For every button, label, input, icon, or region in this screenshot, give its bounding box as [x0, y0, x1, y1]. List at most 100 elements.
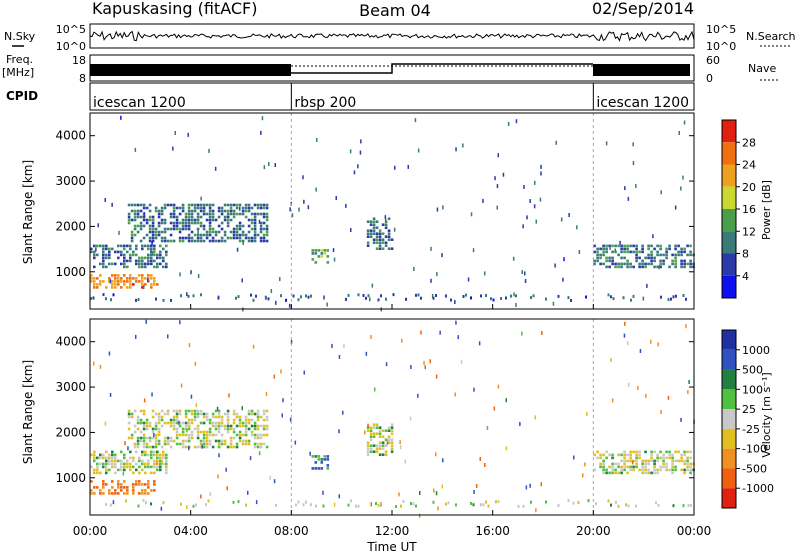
echo-cell: [265, 409, 269, 413]
echo-cell: [142, 427, 146, 431]
echo-cell: [123, 468, 126, 472]
y-tick-label: 2000: [55, 219, 86, 233]
echo-cell: [375, 238, 379, 241]
echo-cell: [226, 236, 230, 240]
echo-cell: [142, 445, 146, 449]
echo-speck: [350, 499, 352, 503]
echo-cell: [620, 471, 623, 475]
echo-speck: [414, 118, 417, 123]
echo-cell: [132, 483, 135, 486]
echo-cell: [238, 421, 242, 425]
echo-cell: [620, 244, 623, 248]
echo-cell: [232, 236, 236, 240]
echo-speck: [263, 165, 266, 170]
echo-cell: [153, 459, 156, 463]
echo-cell: [256, 436, 260, 440]
echo-cell: [126, 280, 129, 283]
echo-cell: [593, 453, 596, 457]
echo-cell: [184, 433, 188, 437]
echo-cell: [686, 468, 689, 472]
echo-speck: [568, 213, 570, 217]
echo-cell: [150, 283, 153, 286]
y-tick-label: 1000: [55, 471, 86, 485]
echo-speck: [347, 293, 350, 297]
echo-cell: [193, 445, 197, 449]
echo-cell: [599, 247, 602, 251]
echo-cell: [123, 256, 126, 260]
echo-cell: [217, 442, 221, 446]
echo-cell: [608, 453, 611, 457]
echo-speck: [209, 492, 211, 496]
echo-cell: [111, 459, 114, 463]
echo-speck: [192, 294, 195, 298]
echo-cell: [605, 256, 608, 260]
echo-cell: [647, 256, 650, 260]
echo-cell: [217, 206, 221, 210]
echo-cell: [190, 409, 194, 413]
echo-cell: [256, 412, 260, 416]
echo-cell: [145, 221, 149, 225]
echo-cell: [623, 450, 626, 454]
echo-speck: [97, 223, 99, 228]
echo-cell: [102, 265, 105, 269]
echo-cell: [154, 209, 158, 213]
echo-speck: [180, 294, 182, 298]
echo-speck: [607, 293, 610, 297]
echo-cell: [196, 424, 200, 428]
echo-cell: [138, 480, 141, 483]
echo-speck: [322, 504, 325, 508]
echo-cell: [229, 442, 233, 446]
echo-cell: [232, 445, 236, 449]
echo-speck: [303, 370, 305, 375]
echo-speck: [625, 503, 627, 507]
echo-speck: [455, 320, 457, 325]
echo-cell: [623, 262, 626, 266]
echo-cell: [680, 262, 683, 266]
echo-cell: [387, 235, 391, 238]
echo-cell: [659, 456, 662, 460]
echo-cell: [241, 233, 245, 237]
echo-speck: [530, 296, 532, 300]
echo-speck: [104, 421, 107, 426]
echo-cell: [689, 450, 692, 454]
echo-speck: [197, 229, 199, 234]
echo-cell: [181, 227, 185, 231]
echo-cell: [153, 265, 156, 269]
echo-speck: [143, 285, 145, 290]
echo-cell: [372, 444, 376, 447]
echo-cell: [226, 430, 230, 434]
x-axis: 00:00 04:00 08:00 12:00 16:00 20:00 00:00: [73, 524, 712, 538]
echo-speck: [241, 278, 243, 283]
echo-cell: [127, 412, 131, 416]
echo-cell: [683, 471, 686, 475]
echo-cell: [211, 445, 215, 449]
echo-cell: [256, 433, 260, 437]
echo-cell: [133, 227, 137, 231]
echo-cell: [208, 421, 212, 425]
echo-cell: [375, 447, 379, 450]
echo-cell: [602, 253, 605, 257]
echo-cell: [148, 236, 152, 240]
echo-cell: [102, 465, 105, 469]
echo-cell: [262, 427, 266, 431]
echo-cell: [611, 244, 614, 248]
echo-cell: [175, 430, 179, 434]
echo-cell: [653, 256, 656, 260]
echo-cell: [668, 453, 671, 457]
echo-cell: [647, 471, 650, 475]
echo-cell: [605, 250, 608, 254]
echo-cell: [156, 262, 159, 266]
echo-cell: [159, 253, 162, 257]
echo-cell: [632, 459, 635, 463]
echo-cell: [232, 227, 236, 231]
echo-cell: [199, 203, 203, 207]
echo-cell: [99, 274, 102, 277]
echo-speck: [102, 293, 105, 297]
echo-speck: [455, 503, 457, 507]
echo-cell: [165, 250, 168, 254]
echo-cell: [187, 433, 191, 437]
echo-cell: [159, 244, 162, 248]
echo-cell: [211, 218, 215, 222]
echo-cell: [241, 230, 245, 234]
echo-speck: [615, 500, 617, 504]
